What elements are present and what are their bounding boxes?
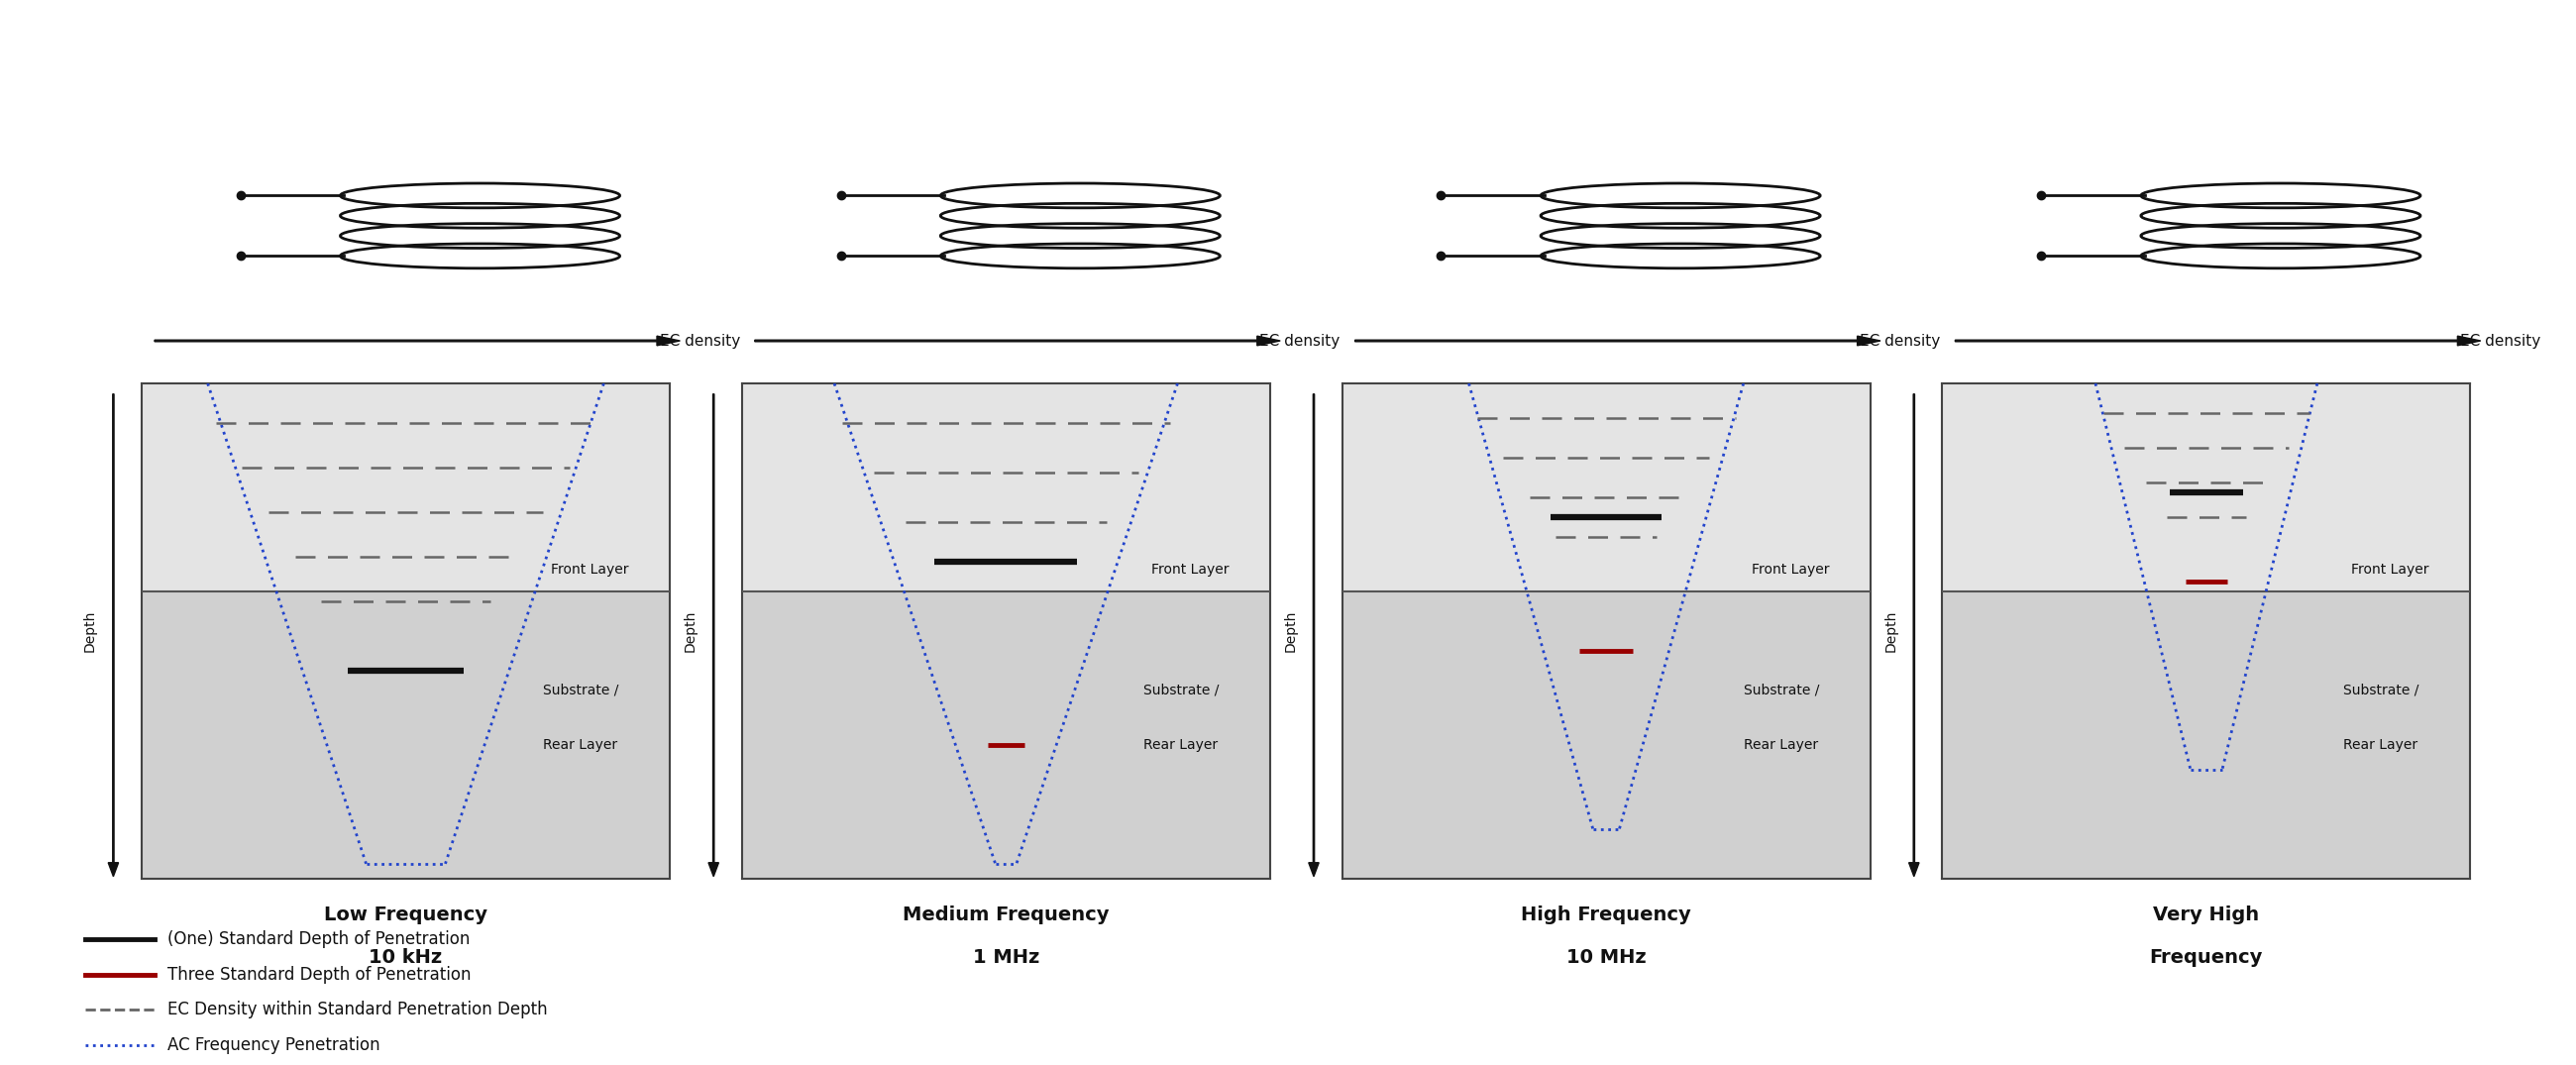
Text: 10 MHz: 10 MHz [1566, 948, 1646, 967]
Text: Depth: Depth [1883, 610, 1899, 652]
Text: Depth: Depth [683, 610, 698, 652]
Text: EC Density within Standard Penetration Depth: EC Density within Standard Penetration D… [167, 1001, 549, 1018]
Text: EC density: EC density [2460, 333, 2540, 348]
Text: Very High: Very High [2154, 905, 2259, 924]
Text: High Frequency: High Frequency [1520, 905, 1692, 924]
Text: Substrate /: Substrate / [1744, 684, 1819, 698]
Text: Three Standard Depth of Penetration: Three Standard Depth of Penetration [167, 966, 471, 983]
Text: 1 MHz: 1 MHz [974, 948, 1038, 967]
Text: EC density: EC density [659, 333, 739, 348]
Text: 10 kHz: 10 kHz [368, 948, 443, 967]
Text: (One) Standard Depth of Penetration: (One) Standard Depth of Penetration [167, 931, 469, 948]
Text: EC density: EC density [1260, 333, 1340, 348]
Text: Depth: Depth [82, 610, 98, 652]
Text: Low Frequency: Low Frequency [325, 905, 487, 924]
Text: AC Frequency Penetration: AC Frequency Penetration [167, 1036, 381, 1053]
Text: Rear Layer: Rear Layer [2344, 738, 2419, 752]
Text: Rear Layer: Rear Layer [1744, 738, 1819, 752]
Text: Front Layer: Front Layer [1151, 562, 1229, 576]
Text: Front Layer: Front Layer [1752, 562, 1829, 576]
Text: EC density: EC density [1860, 333, 1940, 348]
Text: Rear Layer: Rear Layer [544, 738, 618, 752]
Text: Medium Frequency: Medium Frequency [902, 905, 1110, 924]
Text: Front Layer: Front Layer [2352, 562, 2429, 576]
Text: Frequency: Frequency [2151, 948, 2262, 967]
Text: Substrate /: Substrate / [1144, 684, 1218, 698]
Text: Depth: Depth [1283, 610, 1298, 652]
Text: Front Layer: Front Layer [551, 562, 629, 576]
Text: Substrate /: Substrate / [544, 684, 618, 698]
Text: Rear Layer: Rear Layer [1144, 738, 1218, 752]
Text: Substrate /: Substrate / [2344, 684, 2419, 698]
